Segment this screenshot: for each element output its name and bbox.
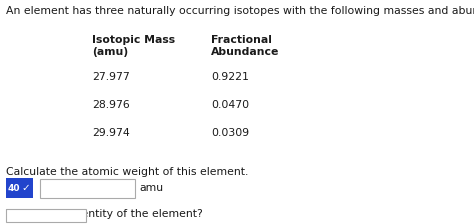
Text: 0.0470: 0.0470 [211, 100, 249, 110]
FancyBboxPatch shape [6, 178, 33, 198]
Text: 27.977: 27.977 [92, 72, 130, 82]
Text: 0.0309: 0.0309 [211, 128, 249, 138]
Text: 28.976: 28.976 [92, 100, 130, 110]
Text: ✓: ✓ [21, 183, 30, 193]
Text: Calculate the atomic weight of this element.: Calculate the atomic weight of this elem… [6, 167, 248, 177]
Text: 40: 40 [8, 184, 20, 193]
Text: Fractional
Abundance: Fractional Abundance [211, 35, 279, 57]
Text: Isotopic Mass
(amu): Isotopic Mass (amu) [92, 35, 175, 57]
FancyBboxPatch shape [40, 179, 135, 198]
Text: An element has three naturally occurring isotopes with the following masses and : An element has three naturally occurring… [6, 6, 474, 16]
Text: 0.9221: 0.9221 [211, 72, 249, 82]
FancyBboxPatch shape [6, 209, 86, 222]
Text: amu: amu [140, 183, 164, 193]
Text: What is the identity of the element?: What is the identity of the element? [6, 209, 202, 220]
Text: 29.974: 29.974 [92, 128, 130, 138]
